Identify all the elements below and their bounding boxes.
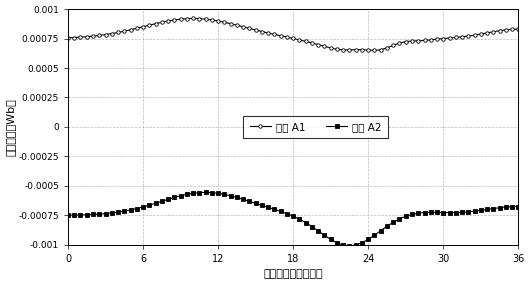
线圈 A1 <box>453 36 459 39</box>
X-axis label: 转子位置（机械角）: 转子位置（机械角） <box>263 269 323 280</box>
线圈 A2 <box>453 211 459 214</box>
线圈 A2 <box>202 191 209 194</box>
线圈 A2 <box>515 205 522 208</box>
线圈 A2 <box>346 244 352 248</box>
线圈 A2 <box>165 198 171 201</box>
线圈 A2 <box>65 213 71 217</box>
线圈 A1 <box>65 36 71 40</box>
线圈 A1 <box>465 34 472 38</box>
线圈 A1 <box>190 17 196 20</box>
线圈 A1 <box>165 19 171 23</box>
线圈 A1 <box>515 27 522 31</box>
线圈 A2 <box>465 210 472 213</box>
线圈 A1 <box>372 49 378 52</box>
Line: 线圈 A1: 线圈 A1 <box>66 17 520 52</box>
线圈 A2 <box>221 193 227 196</box>
线圈 A2 <box>296 217 303 221</box>
线圈 A1 <box>221 21 227 24</box>
线圈 A1 <box>296 38 303 42</box>
线圈 A2 <box>484 208 490 211</box>
线圈 A1 <box>484 31 490 35</box>
Legend: 线圈 A1, 线圈 A2: 线圈 A1, 线圈 A2 <box>243 116 388 138</box>
Line: 线圈 A2: 线圈 A2 <box>66 191 520 248</box>
Y-axis label: 永磁磁链（Wb）: 永磁磁链（Wb） <box>5 98 15 156</box>
